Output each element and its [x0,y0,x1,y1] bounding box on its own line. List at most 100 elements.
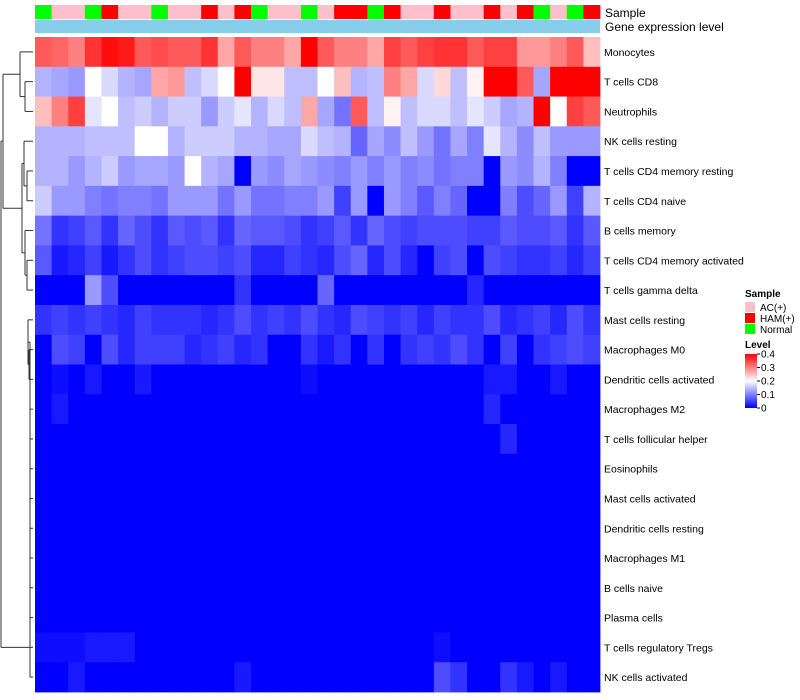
heatmap-cell [483,513,501,544]
heatmap-cell [317,245,335,276]
heatmap-cell [566,483,584,514]
heatmap-cell [317,37,335,68]
heatmap-cell [217,602,235,633]
heatmap-cell [583,334,601,365]
heatmap-cell [68,483,86,514]
heatmap-cell [516,632,534,663]
heatmap-cell [500,185,518,217]
heatmap-cell [184,662,202,693]
heatmap-cell [383,215,401,246]
heatmap-cell [35,483,53,514]
heatmap-cell [533,602,551,633]
legend-level-ticks: 0.4 0.3 0.2 0.1 0 [757,350,775,415]
legend-swatch [745,313,755,323]
heatmap-cell [134,37,152,68]
heatmap-cell [217,245,235,276]
heatmap-cell [367,66,385,97]
heatmap-cell [450,275,468,306]
heatmap-cell [500,334,518,365]
heatmap-cell [167,543,185,574]
heatmap-cell [317,602,335,633]
heatmap-cell [267,513,285,544]
heatmap-cell [383,126,401,157]
heatmap-cell [167,394,185,425]
heatmap-cell [101,483,119,514]
legend-sample-title: Sample [745,289,781,300]
heatmap-cell [400,156,418,187]
heatmap-cell [284,394,302,425]
heatmap-cell [118,602,136,633]
heatmap-cell [300,602,318,633]
heatmap-cell [167,156,185,187]
heatmap-cell [201,662,219,693]
heatmap-cell [251,96,269,127]
heatmap-cell [317,632,335,663]
heatmap-cell [516,126,534,157]
heatmap-cell [184,602,202,633]
heatmap-cell [367,543,385,574]
heatmap-cell [217,275,235,306]
heatmap-cell [151,156,169,187]
sample-annotation-cell [284,5,302,19]
row-label: Mast cells resting [604,315,685,327]
heatmap-cell [516,572,534,604]
heatmap-cell [550,245,568,276]
heatmap-cell [367,513,385,544]
heatmap-cell [251,424,269,455]
heatmap-cell [101,245,119,276]
heatmap-cell [550,66,568,97]
heatmap-cell [151,185,169,217]
heatmap-cell [68,364,86,395]
row-label: Eosinophils [604,464,658,476]
heatmap-cell [367,483,385,514]
heatmap-cell [101,66,119,97]
heatmap-cell [433,96,451,127]
heatmap-cell [334,543,352,574]
heatmap-cell [433,334,451,365]
heatmap-cell [134,126,152,157]
heatmap-cell [217,662,235,693]
heatmap-cell [500,126,518,157]
heatmap-cell [317,334,335,365]
heatmap-cell [433,572,451,604]
heatmap-cell [566,245,584,276]
heatmap-cell [483,364,501,395]
heatmap-cell [583,394,601,425]
heatmap-cell [334,275,352,306]
heatmap-cell [68,334,86,365]
heatmap-cell [101,37,119,68]
heatmap-cell [533,275,551,306]
gene-expression-bar [35,20,600,33]
heatmap-cell [350,543,368,574]
heatmap-cell [184,394,202,425]
heatmap-cell [51,572,69,604]
heatmap-cell [184,185,202,217]
row-label: Dendritic cells resting [604,523,704,535]
sample-annotation-cell [84,5,102,19]
heatmap-cell [516,543,534,574]
heatmap-cell [383,37,401,68]
heatmap-cell [467,126,485,157]
heatmap-cell [68,453,86,484]
heatmap-cell [234,543,252,574]
heatmap-cell [450,334,468,365]
heatmap-cell [467,96,485,127]
heatmap-cell [84,364,102,395]
heatmap-cell [566,66,584,97]
heatmap-cell [68,245,86,276]
heatmap-cell [400,424,418,455]
heatmap-cell [400,572,418,604]
heatmap-cell [467,185,485,217]
sample-annotation-cell [583,5,601,19]
heatmap-cell [350,304,368,336]
heatmap-cell [51,453,69,484]
heatmap-cell [284,662,302,693]
heatmap-cell [251,364,269,395]
row-label: T cells CD4 memory resting [604,166,733,178]
sample-annotation-cell [134,5,152,19]
heatmap-cell [433,513,451,544]
heatmap-cell [367,126,385,157]
heatmap-cell [566,185,584,217]
heatmap-cell [84,215,102,246]
heatmap-cell [483,662,501,693]
